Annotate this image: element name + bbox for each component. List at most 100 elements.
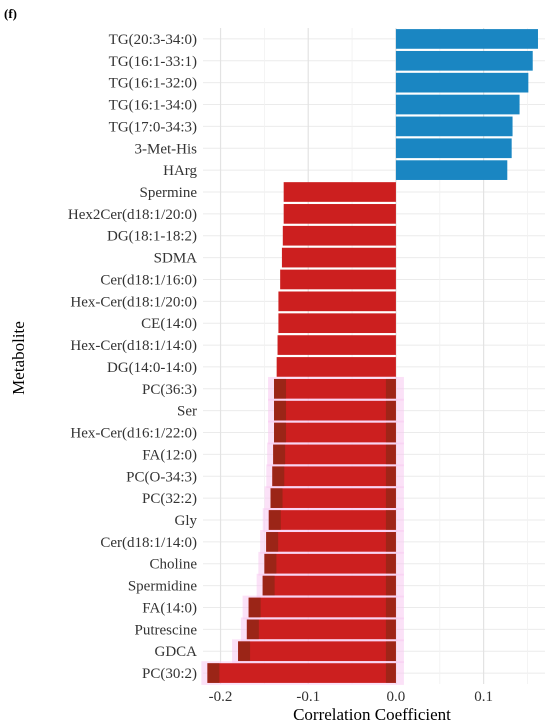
bar-overlay [207, 663, 220, 683]
bar [395, 138, 512, 159]
bar [395, 50, 533, 71]
bar [278, 291, 396, 312]
y-tick-label: SDMA [154, 251, 198, 267]
y-tick-label: PC(36:3) [142, 382, 197, 398]
bar [395, 72, 529, 93]
bar-overlay [385, 378, 396, 399]
bar [274, 378, 396, 399]
bar [268, 510, 396, 530]
bar-overlay [264, 553, 277, 574]
y-tick-label: DG(18:1-18:2) [107, 229, 197, 245]
x-tick-label: 0.0 [387, 689, 406, 705]
y-tick-label: Hex-Cer(d18:1/14:0) [70, 338, 197, 354]
bar [283, 182, 396, 202]
y-axis-title: Metabolite [9, 321, 28, 395]
bar-overlay [385, 400, 396, 421]
y-tick-labels: TG(20:3-34:0) TG(16:1-33:1) TG(16:1-32:0) T… [68, 32, 198, 682]
y-tick-label: Hex-Cer(d18:1/20:0) [70, 294, 197, 310]
bar-overlay [268, 510, 281, 530]
y-tick-label: TG(16:1-34:0) [109, 98, 197, 114]
x-axis-title: Correlation Coefficient [293, 705, 451, 724]
y-tick-label: Hex2Cer(d18:1/20:0) [68, 207, 197, 223]
bar [395, 116, 513, 137]
bars [207, 29, 538, 683]
bar-overlay [385, 619, 396, 640]
y-tick-label: HArg [163, 163, 197, 179]
bar [277, 335, 396, 355]
y-tick-label: TG(16:1-33:1) [109, 54, 197, 70]
bar-overlay [385, 466, 396, 487]
bar [274, 400, 396, 421]
bar [395, 29, 538, 49]
x-tick-label: 0.1 [474, 689, 493, 705]
y-tick-label: Hex-Cer(d16:1/22:0) [70, 426, 197, 442]
bar-overlays [207, 378, 396, 683]
bar [272, 466, 396, 487]
bar [281, 247, 396, 268]
y-tick-label: FA(12:0) [142, 447, 197, 463]
y-tick-label: Choline [150, 557, 198, 573]
bar [283, 204, 396, 224]
panel-label: (f) [4, 6, 17, 21]
y-tick-label: PC(30:2) [142, 666, 197, 682]
y-tick-label: PC(32:2) [142, 491, 197, 507]
bar [280, 269, 396, 290]
bar [274, 422, 396, 443]
bar-overlay [385, 663, 396, 683]
y-tick-label: Spermine [140, 185, 198, 201]
bar-overlay [248, 597, 261, 618]
bar-overlay [385, 444, 396, 465]
bar-overlay [385, 532, 396, 552]
bar-overlay [266, 532, 279, 552]
bar [278, 313, 396, 334]
bar-overlay [270, 488, 283, 508]
x-tick-label: -0.1 [296, 689, 320, 705]
bar [207, 663, 396, 683]
bar-overlay [238, 641, 251, 662]
bar-overlay [274, 400, 287, 421]
bar [248, 597, 396, 618]
x-tick-labels: -0.2 -0.1 0.0 0.1 [209, 689, 493, 705]
bar-overlay [262, 575, 275, 596]
bar-overlay [385, 575, 396, 596]
y-tick-label: Putrescine [135, 622, 198, 638]
bar-overlay [273, 444, 286, 465]
bar [395, 94, 520, 115]
bar-overlay [246, 619, 259, 640]
bar [264, 553, 396, 574]
bar-overlay [385, 597, 396, 618]
y-tick-label: Ser [177, 404, 197, 420]
y-tick-label: TG(17:0-34:3) [109, 119, 197, 135]
bar [282, 225, 396, 246]
bar [276, 357, 396, 377]
bar [270, 488, 396, 508]
bar-overlay [385, 422, 396, 443]
bar-overlay [385, 510, 396, 530]
bar-overlay [385, 553, 396, 574]
y-tick-label: GDCA [154, 644, 197, 660]
bar-overlay [274, 422, 287, 443]
bar [238, 641, 396, 662]
bar [246, 619, 396, 640]
bar-overlay [385, 641, 396, 662]
y-tick-label: CE(14:0) [141, 316, 197, 332]
bar-overlay [385, 488, 396, 508]
bar [266, 532, 396, 552]
y-tick-label: 3-Met-His [135, 141, 198, 157]
y-tick-label: TG(20:3-34:0) [109, 32, 197, 48]
y-tick-label: Cer(d18:1/14:0) [100, 535, 197, 551]
y-tick-label: TG(16:1-32:0) [109, 76, 197, 92]
y-tick-label: Gly [175, 513, 198, 529]
y-tick-label: DG(14:0-14:0) [107, 360, 197, 376]
x-tick-label: -0.2 [209, 689, 233, 705]
bar-overlay [272, 466, 285, 487]
bar-overlay [274, 378, 287, 399]
bar [395, 160, 508, 180]
bar [262, 575, 396, 596]
bar [273, 444, 396, 465]
y-tick-label: Cer(d18:1/16:0) [100, 272, 197, 288]
y-tick-label: FA(14:0) [142, 600, 197, 616]
y-tick-label: Spermidine [128, 579, 197, 595]
y-tick-label: PC(O-34:3) [126, 469, 197, 485]
